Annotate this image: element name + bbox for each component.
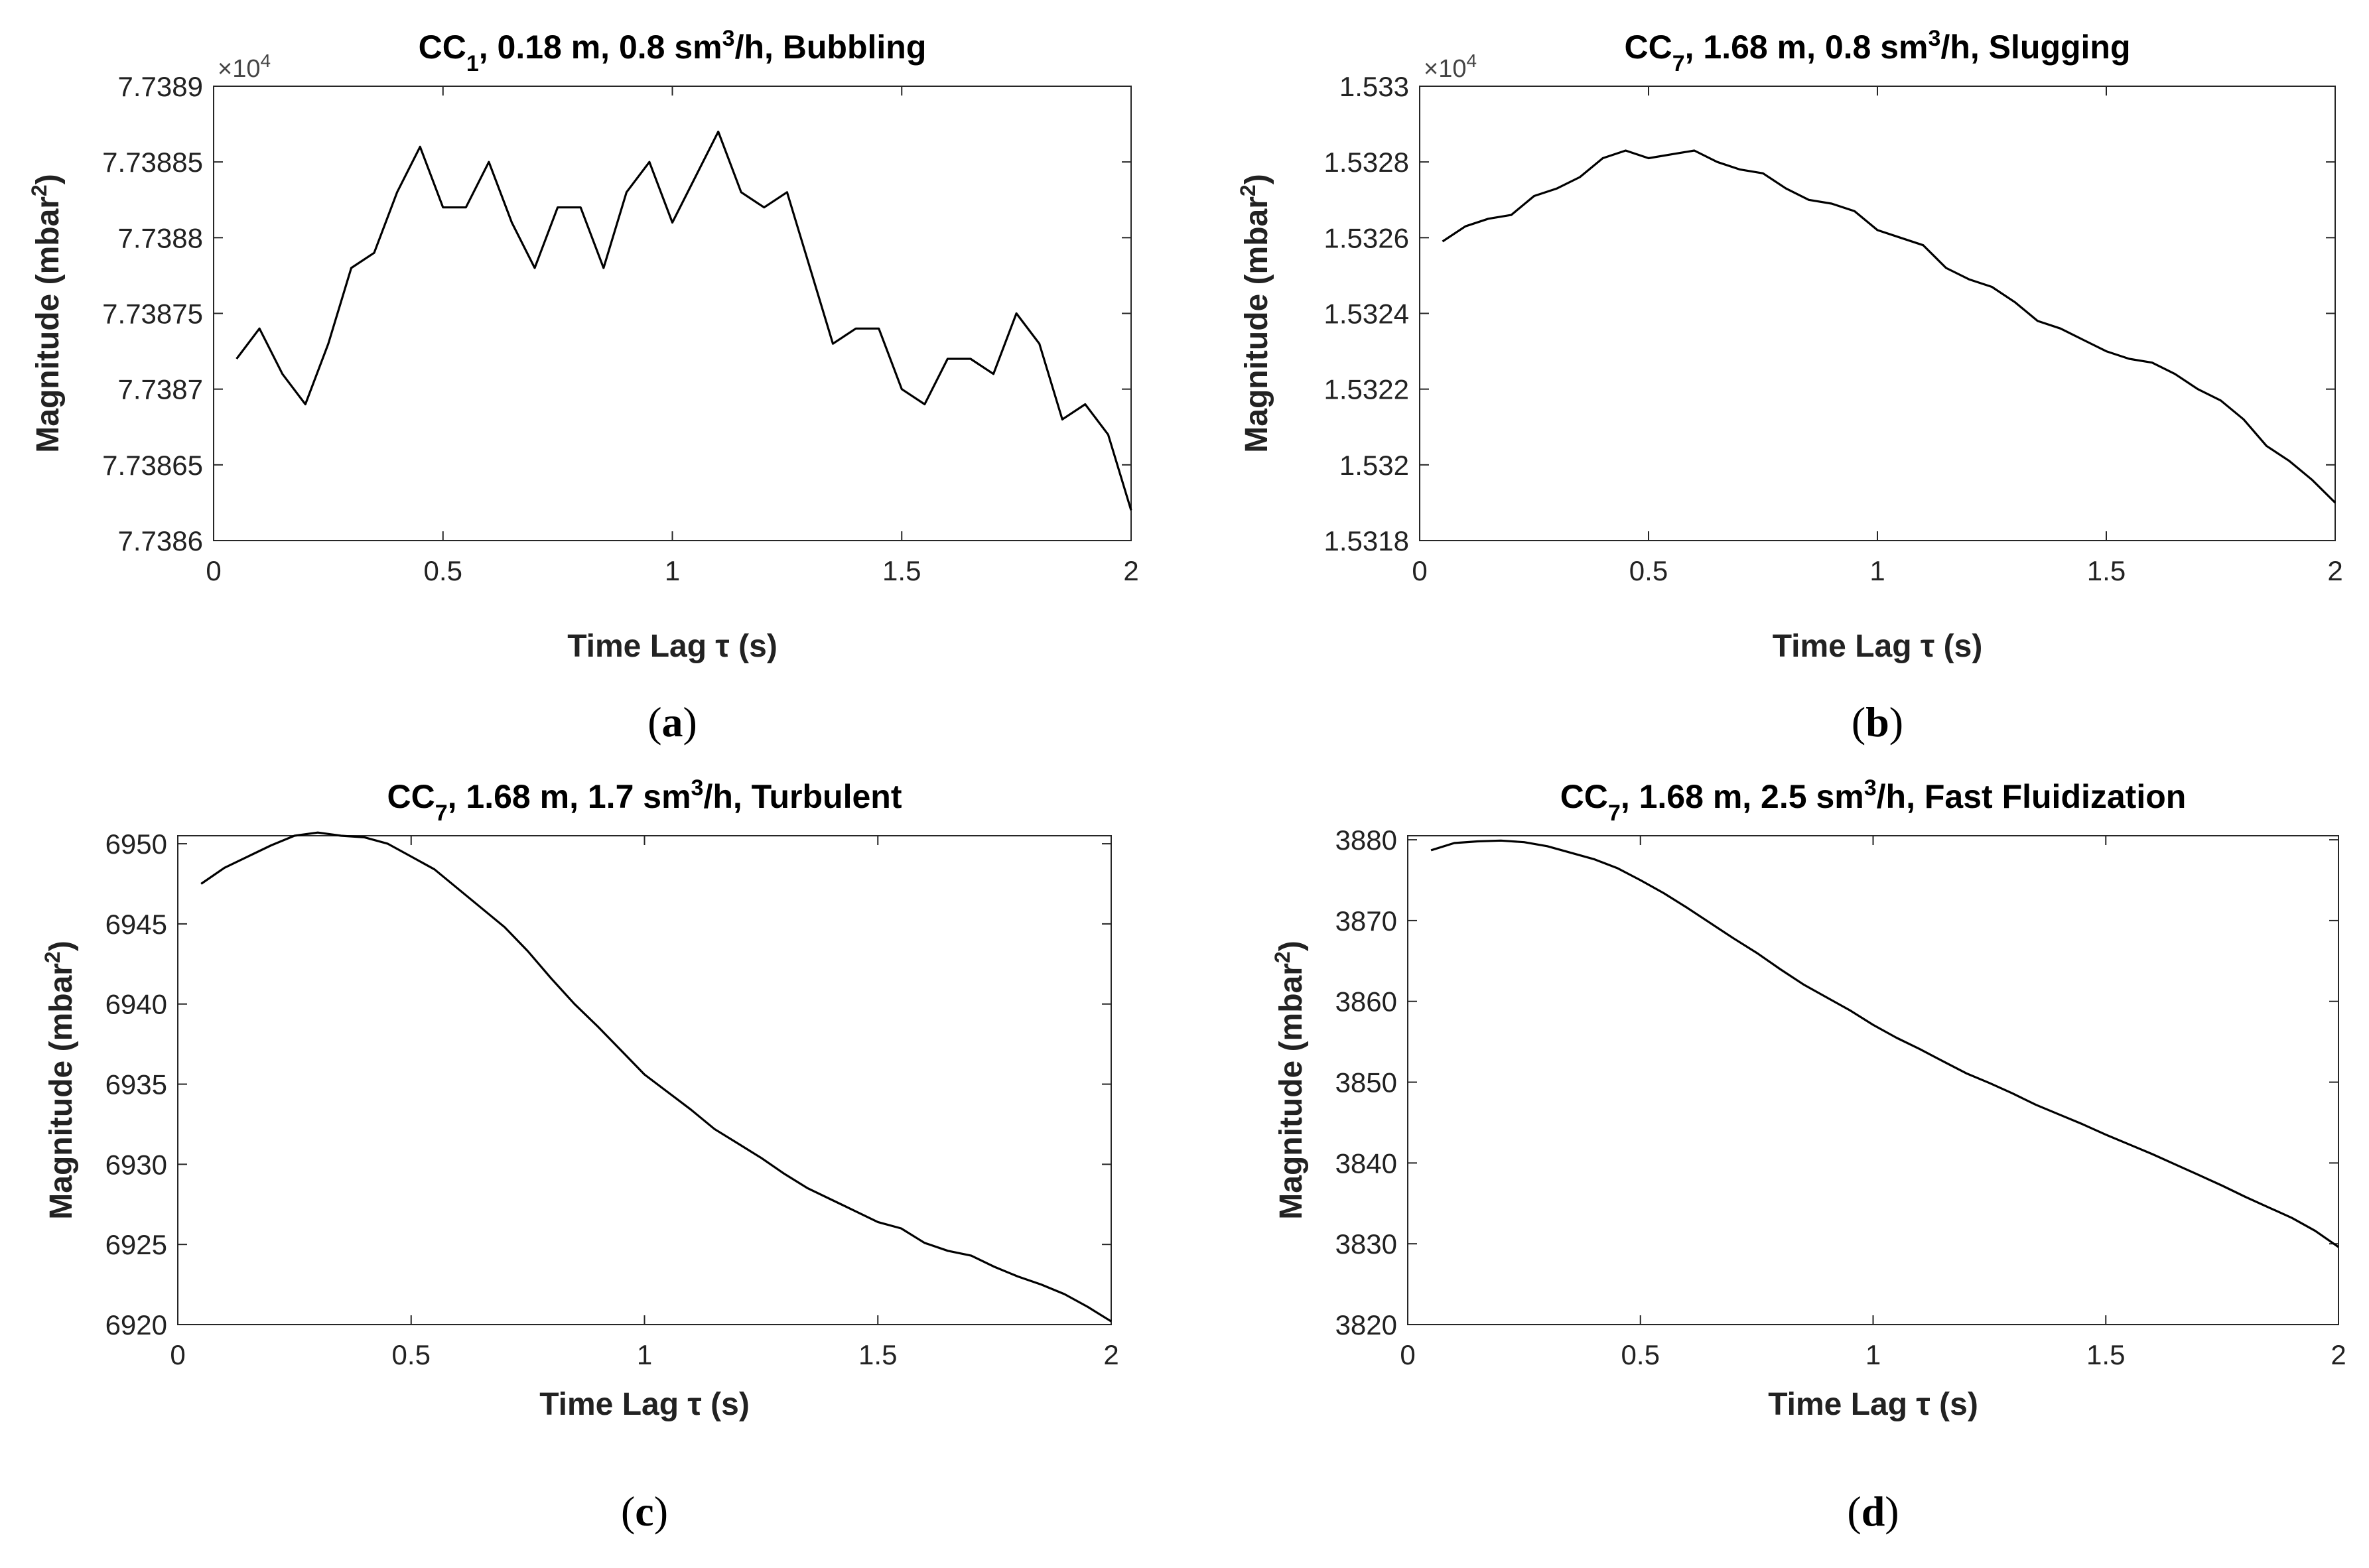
chart-title: CC7, 1.68 m, 0.8 sm3/h, Slugging <box>1624 26 2130 76</box>
y-tick-label: 1.5326 <box>1324 222 1409 253</box>
x-tick-label: 0.5 <box>392 1339 431 1370</box>
panel-label: (a) <box>647 698 697 746</box>
y-tick-label: 1.5318 <box>1324 525 1409 556</box>
y-tick-label: 1.5322 <box>1324 374 1409 405</box>
plot-area <box>1407 835 2339 1325</box>
y-axis-label: Magnitude (mbar2) <box>1270 941 1309 1219</box>
x-tick-label: 1.5 <box>882 555 921 586</box>
plot-area <box>177 835 1112 1325</box>
chart-panel-b: CC7, 1.68 m, 0.8 sm3/h, Slugging 0 0.5 1 1.5… <box>1236 26 2343 746</box>
y-tick-label: 3850 <box>1335 1067 1397 1098</box>
x-tick-label: 0 <box>206 555 221 586</box>
y-tick-label: 6935 <box>105 1069 167 1100</box>
y-tick-label: 1.532 <box>1339 450 1409 481</box>
chart-panel-d: CC7, 1.68 m, 2.5 sm3/h, Fast Fluidizatio… <box>1270 775 2346 1535</box>
y-tick-label: 6925 <box>105 1229 167 1260</box>
x-tick-label: 2 <box>2331 1339 2346 1370</box>
x-axis-label: Time Lag τ (s) <box>1768 1387 1978 1422</box>
chart-title: CC7, 1.68 m, 2.5 sm3/h, Fast Fluidizatio… <box>1560 775 2187 826</box>
y-axis-multiplier: ×104 <box>218 50 271 84</box>
x-tick-label: 0 <box>170 1339 185 1370</box>
data-series-line <box>1442 149 2336 504</box>
y-tick-label: 3880 <box>1335 824 1397 856</box>
y-tick-label: 3820 <box>1335 1309 1397 1340</box>
y-tick-label: 1.5328 <box>1324 147 1409 178</box>
x-tick-label: 0.5 <box>1621 1339 1660 1370</box>
data-series-line <box>236 130 1132 511</box>
x-axis-label: Time Lag τ (s) <box>567 629 778 664</box>
chart-title: CC1, 0.18 m, 0.8 sm3/h, Bubbling <box>419 26 927 76</box>
y-tick-label: 3860 <box>1335 986 1397 1017</box>
chart-title: CC7, 1.68 m, 1.7 sm3/h, Turbulent <box>387 775 902 826</box>
plot-area <box>1419 86 2336 541</box>
y-tick-label: 7.7387 <box>118 374 203 405</box>
x-axis-label: Time Lag τ (s) <box>539 1387 750 1422</box>
y-tick-label: 6930 <box>105 1149 167 1180</box>
y-tick-label: 6950 <box>105 828 167 860</box>
x-tick-label: 1.5 <box>2087 555 2126 586</box>
y-tick-label: 7.7389 <box>118 71 203 102</box>
y-tick-label: 1.533 <box>1339 71 1409 102</box>
y-tick-label: 7.7386 <box>118 525 203 556</box>
x-tick-label: 1.5 <box>2086 1339 2125 1370</box>
data-series-line <box>1430 839 2339 1248</box>
x-tick-label: 0.5 <box>424 555 462 586</box>
y-tick-label: 7.73885 <box>102 147 203 178</box>
x-tick-label: 0 <box>1412 555 1427 586</box>
data-series-line <box>200 831 1112 1323</box>
panel-label: (b) <box>1852 698 1903 746</box>
x-tick-label: 2 <box>2327 555 2342 586</box>
y-tick-label: 1.5324 <box>1324 298 1409 330</box>
x-tick-label: 1.5 <box>858 1339 897 1370</box>
y-tick-label: 3830 <box>1335 1228 1397 1260</box>
x-tick-label: 1 <box>1869 555 1885 586</box>
y-tick-label: 7.73865 <box>102 450 203 481</box>
y-tick-label: 6945 <box>105 909 167 940</box>
x-tick-label: 1 <box>637 1339 652 1370</box>
y-axis-label: Magnitude (mbar2) <box>1236 174 1274 452</box>
x-tick-label: 0 <box>1400 1339 1415 1370</box>
y-tick-label: 6940 <box>105 989 167 1020</box>
y-axis-label: Magnitude (mbar2) <box>40 941 79 1219</box>
panel-label: (d) <box>1847 1488 1899 1535</box>
y-tick-label: 7.73875 <box>102 298 203 330</box>
y-tick-label: 3870 <box>1335 905 1397 937</box>
y-axis-label: Magnitude (mbar2) <box>27 174 66 452</box>
x-tick-label: 2 <box>1123 555 1138 586</box>
chart-panel-c: CC7, 1.68 m, 1.7 sm3/h, Turbulent 0 0.5 1 1.… <box>40 775 1119 1535</box>
x-tick-label: 1 <box>1865 1339 1881 1370</box>
x-tick-label: 0.5 <box>1629 555 1668 586</box>
panel-label: (c) <box>621 1488 668 1535</box>
y-tick-label: 7.7388 <box>118 222 203 253</box>
chart-panel-a: CC1, 0.18 m, 0.8 sm3/h, Bubbling 0 0.5 1 1.5… <box>27 26 1139 746</box>
y-tick-label: 3840 <box>1335 1147 1397 1179</box>
x-axis-label: Time Lag τ (s) <box>1773 629 1983 664</box>
x-tick-label: 1 <box>665 555 680 586</box>
y-axis-multiplier: ×104 <box>1424 50 1477 84</box>
y-tick-label: 6920 <box>105 1309 167 1340</box>
plot-area <box>213 86 1132 541</box>
x-tick-label: 2 <box>1103 1339 1118 1370</box>
